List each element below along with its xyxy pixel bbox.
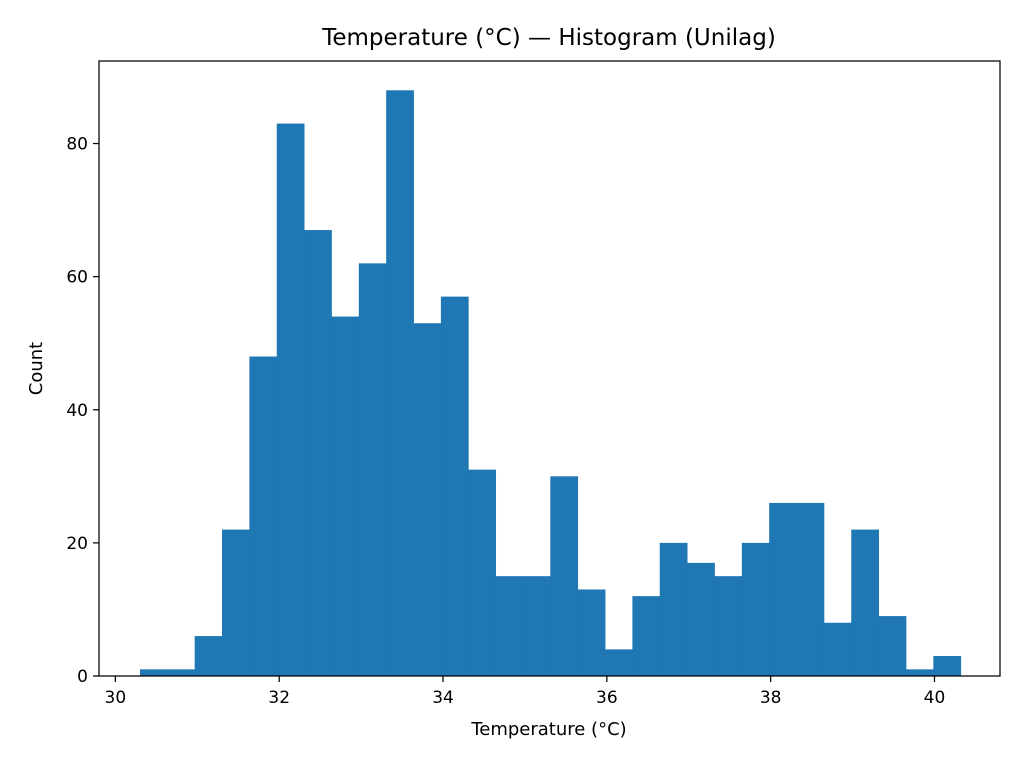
histogram-bar [659,542,688,676]
histogram-bar [550,476,579,676]
histogram-bar [933,656,962,676]
histogram-bar [796,502,825,676]
histogram-bar [741,542,770,676]
histogram-bar [440,296,469,676]
histogram-bar [139,669,168,676]
histogram-bar [522,576,551,676]
bars-layer [139,90,962,677]
x-axis-label: Temperature (°C) [470,719,626,740]
histogram-bar [468,469,497,676]
chart-title: Temperature (°C) — Histogram (Unilag) [321,25,776,51]
x-tick-label: 40 [924,688,946,708]
histogram-bar [304,230,332,676]
y-tick-label: 60 [66,268,88,288]
y-tick-label: 0 [77,667,88,687]
histogram-bar [823,622,852,676]
histogram-bar [851,529,880,676]
histogram-bar [331,316,360,676]
x-tick-label: 32 [268,688,290,708]
histogram-bar [495,576,524,676]
histogram-bar [769,502,797,676]
x-tick-label: 30 [105,688,127,708]
histogram-bar [222,529,250,676]
y-axis-label: Count [26,342,47,395]
plot-frame [98,60,1001,677]
histogram-bar [605,649,633,676]
histogram-bar [687,562,715,676]
y-tick-label: 80 [66,135,88,155]
histogram-bar [249,356,278,676]
x-tick-label: 38 [760,688,782,708]
histogram-bar [905,669,934,676]
histogram-bar [167,669,196,676]
histogram-bar [878,616,907,676]
ticks-layer: 30 32 34 36 38 40 0 20 40 60 80 [66,135,945,708]
histogram-bar [714,576,743,676]
histogram-bar [386,90,414,677]
histogram-bar [413,323,442,676]
histogram-bar [194,636,223,676]
x-tick-label: 34 [432,688,454,708]
histogram-bar [358,263,387,676]
histogram-bar [632,596,661,676]
x-tick-label: 36 [596,688,618,708]
y-tick-label: 20 [66,534,88,554]
y-tick-label: 40 [66,401,88,421]
histogram-bar [577,589,606,676]
histogram-bar [276,123,305,676]
